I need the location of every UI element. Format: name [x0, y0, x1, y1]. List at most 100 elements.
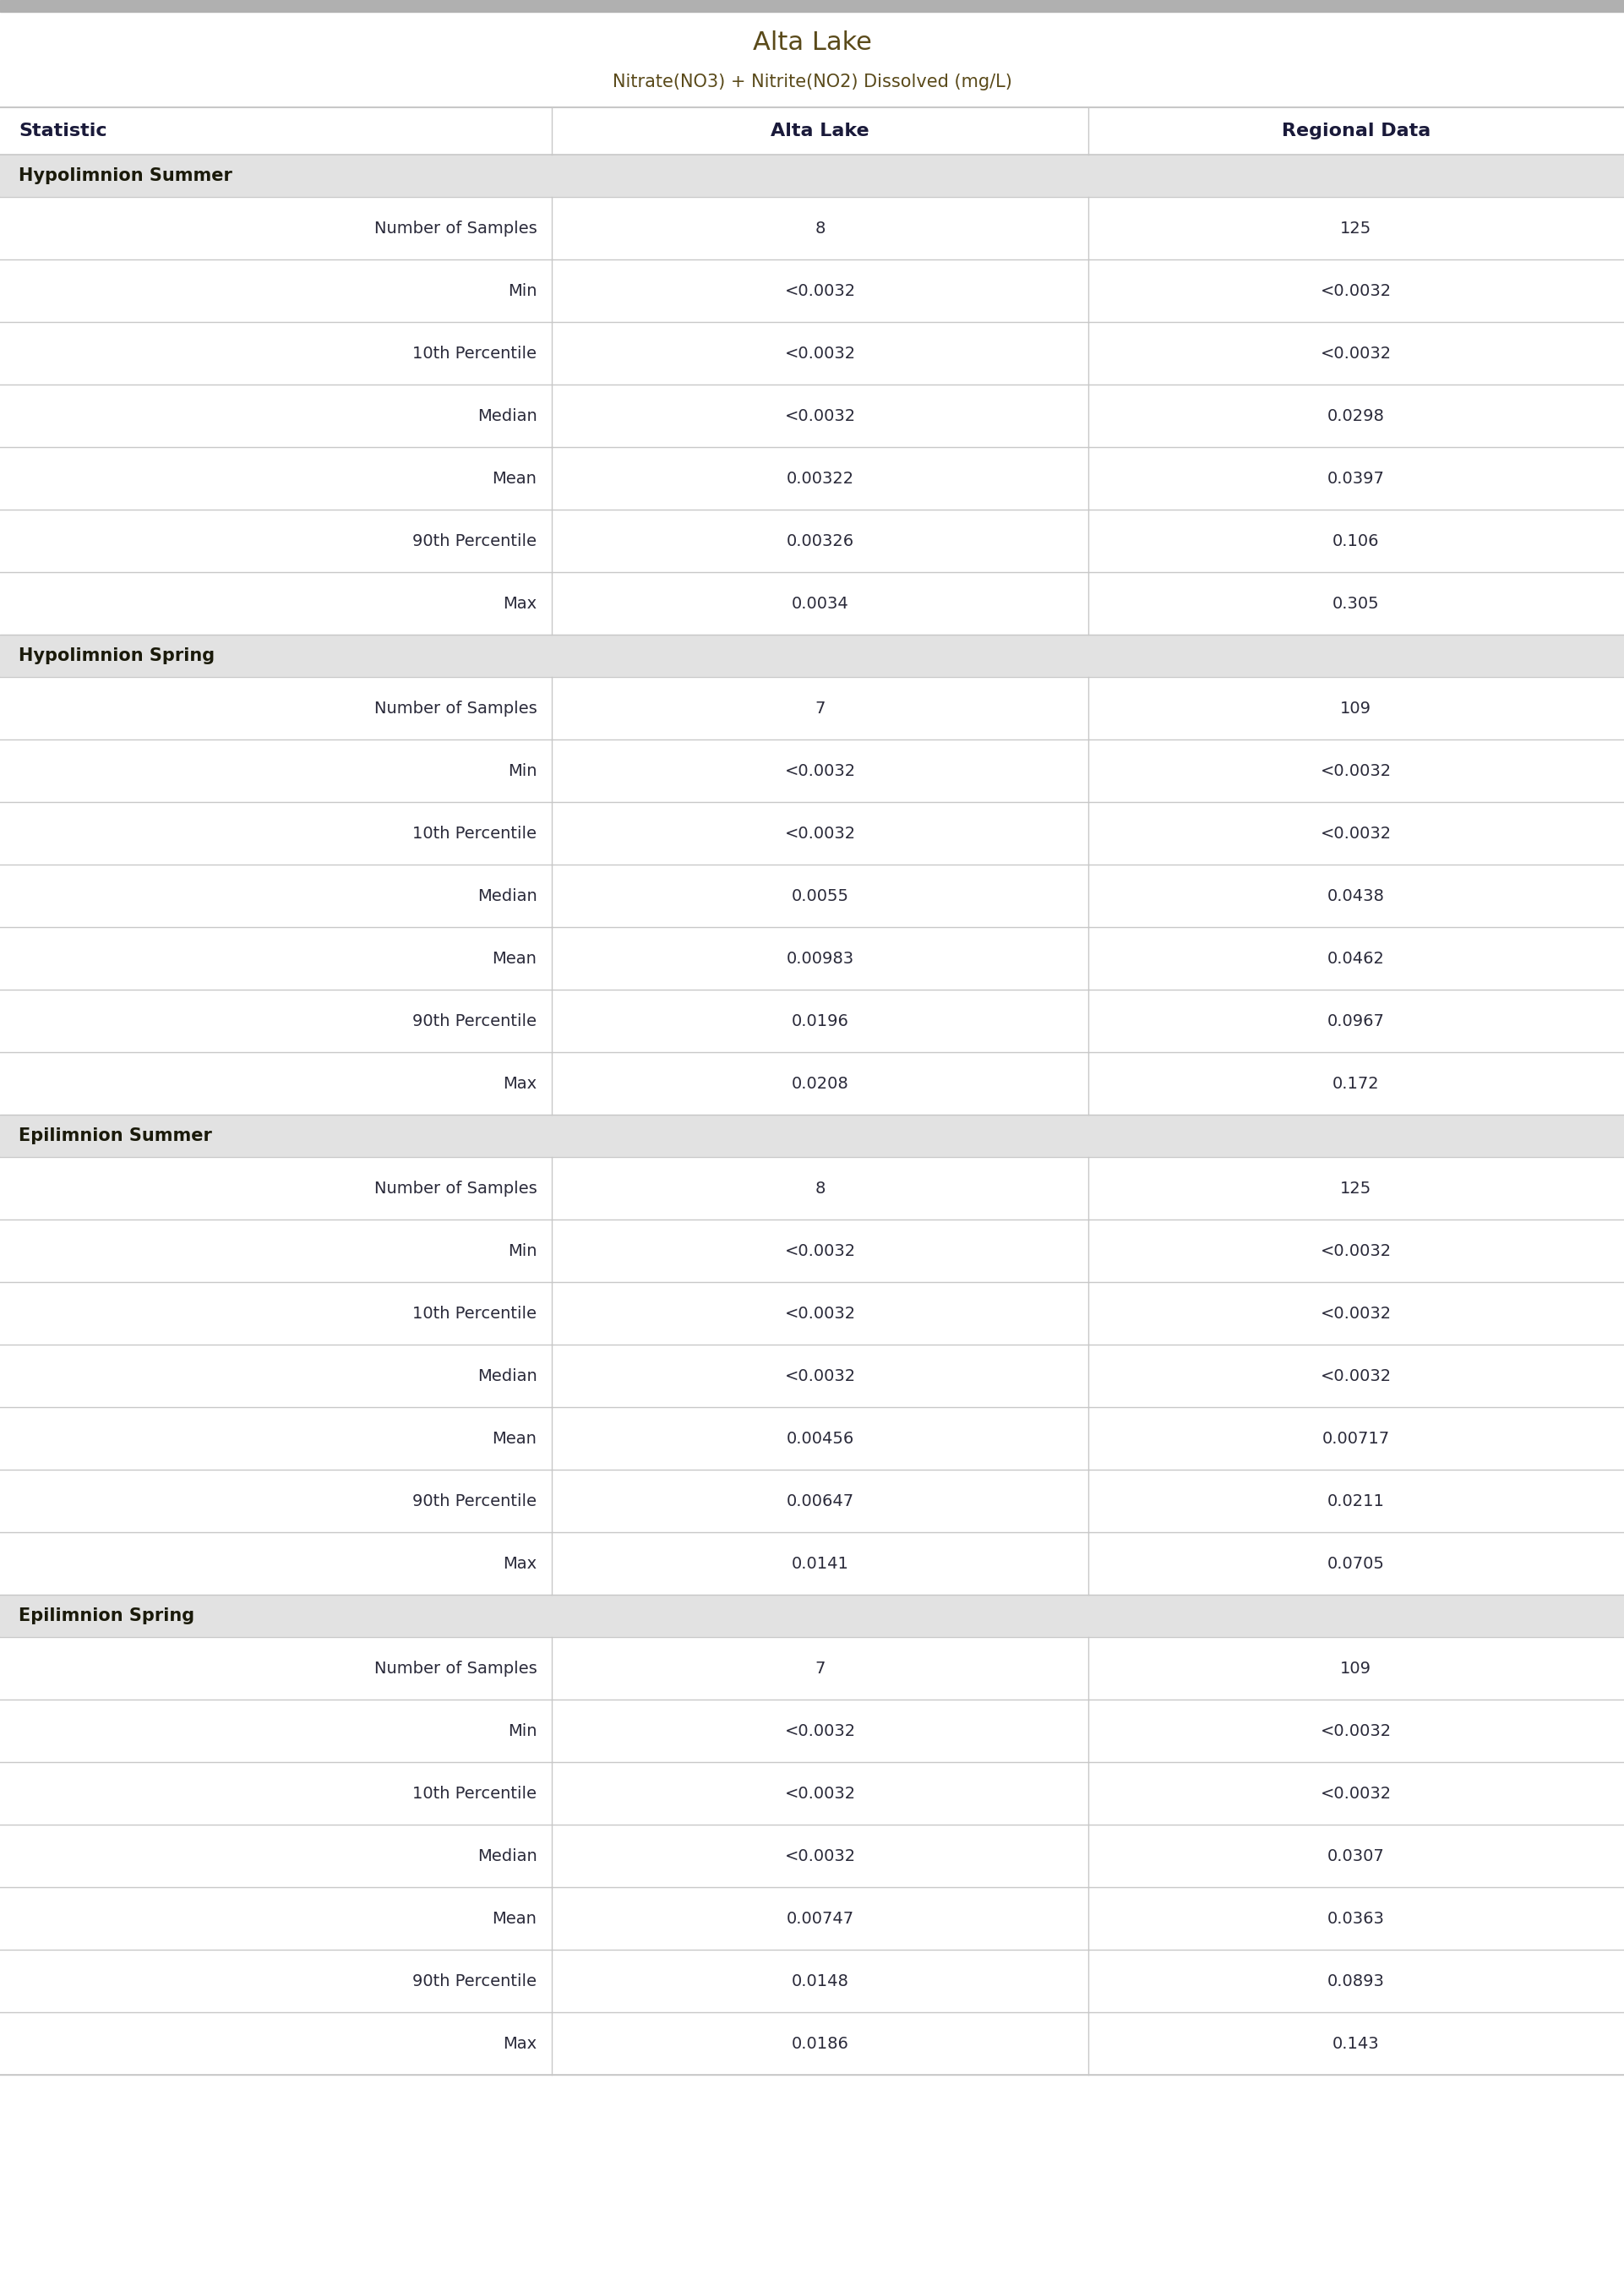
Text: 0.0397: 0.0397 [1327, 470, 1385, 486]
Bar [0, 107, 1624, 154]
Text: Nitrate(NO3) + Nitrite(NO2) Dissolved (mg/L): Nitrate(NO3) + Nitrite(NO2) Dissolved (m… [612, 73, 1012, 91]
Text: 0.305: 0.305 [1333, 595, 1379, 611]
Text: Number of Samples: Number of Samples [374, 220, 538, 236]
Text: 0.0196: 0.0196 [791, 1012, 849, 1028]
Bar [0, 11, 1624, 109]
Bar [0, 447, 1624, 508]
Bar [0, 384, 1624, 447]
Text: 7: 7 [815, 1659, 825, 1675]
Text: <0.0032: <0.0032 [784, 1242, 856, 1260]
Bar [0, 1762, 1624, 1825]
Text: 0.00647: 0.00647 [786, 1494, 854, 1510]
Text: Number of Samples: Number of Samples [374, 699, 538, 717]
Text: Min: Min [508, 284, 538, 300]
Text: 0.0141: 0.0141 [791, 1555, 849, 1571]
Text: 8: 8 [815, 1180, 825, 1196]
Text: 0.0307: 0.0307 [1327, 1848, 1385, 1864]
Text: 0.00322: 0.00322 [786, 470, 854, 486]
Text: <0.0032: <0.0032 [784, 763, 856, 779]
Text: 0.00983: 0.00983 [786, 951, 854, 967]
Text: <0.0032: <0.0032 [784, 284, 856, 300]
Bar [0, 636, 1624, 676]
Text: Number of Samples: Number of Samples [374, 1659, 538, 1675]
Text: <0.0032: <0.0032 [784, 409, 856, 424]
Text: 0.0298: 0.0298 [1327, 409, 1385, 424]
Text: 0.172: 0.172 [1333, 1076, 1379, 1092]
Text: 0.0186: 0.0186 [791, 2036, 849, 2052]
Text: 8: 8 [815, 220, 825, 236]
Bar [0, 2011, 1624, 2075]
Bar [0, 1219, 1624, 1283]
Text: 0.00456: 0.00456 [786, 1430, 854, 1446]
Text: <0.0032: <0.0032 [1320, 1369, 1392, 1385]
Text: Regional Data: Regional Data [1281, 123, 1431, 138]
Bar [0, 926, 1624, 990]
Text: Hypolimnion Spring: Hypolimnion Spring [18, 647, 214, 665]
Text: Number of Samples: Number of Samples [374, 1180, 538, 1196]
Text: Median: Median [477, 1848, 538, 1864]
Text: 109: 109 [1340, 699, 1372, 717]
Bar [0, 1700, 1624, 1762]
Text: <0.0032: <0.0032 [1320, 763, 1392, 779]
Bar [0, 322, 1624, 384]
Text: 0.0211: 0.0211 [1327, 1494, 1385, 1510]
Text: Epilimnion Summer: Epilimnion Summer [18, 1128, 213, 1144]
Text: 0.143: 0.143 [1333, 2036, 1379, 2052]
Text: Epilimnion Spring: Epilimnion Spring [18, 1607, 195, 1625]
Bar [0, 1532, 1624, 1596]
Bar [0, 1158, 1624, 1219]
Text: Min: Min [508, 1723, 538, 1739]
Text: 0.0462: 0.0462 [1327, 951, 1385, 967]
Text: 0.0055: 0.0055 [791, 888, 849, 903]
Text: <0.0032: <0.0032 [1320, 826, 1392, 842]
Text: Statistic: Statistic [18, 123, 107, 138]
Text: Median: Median [477, 1369, 538, 1385]
Text: 0.0438: 0.0438 [1327, 888, 1385, 903]
Bar [0, 1469, 1624, 1532]
Bar [0, 1283, 1624, 1344]
Text: <0.0032: <0.0032 [784, 826, 856, 842]
Text: Median: Median [477, 888, 538, 903]
Text: Mean: Mean [492, 470, 538, 486]
Text: 90th Percentile: 90th Percentile [412, 1973, 538, 1989]
Bar [0, 1596, 1624, 1637]
Bar [0, 572, 1624, 636]
Bar [0, 0, 1624, 11]
Text: 0.0034: 0.0034 [791, 595, 849, 611]
Bar [0, 801, 1624, 865]
Text: Alta Lake: Alta Lake [771, 123, 869, 138]
Text: 0.106: 0.106 [1333, 533, 1379, 549]
Text: Mean: Mean [492, 1911, 538, 1927]
Text: <0.0032: <0.0032 [1320, 1784, 1392, 1802]
Bar [0, 508, 1624, 572]
Text: <0.0032: <0.0032 [1320, 1305, 1392, 1321]
Bar [0, 1825, 1624, 1886]
Bar [0, 1637, 1624, 1700]
Text: Max: Max [503, 1076, 538, 1092]
Text: 0.0893: 0.0893 [1327, 1973, 1385, 1989]
Text: <0.0032: <0.0032 [784, 1784, 856, 1802]
Text: 125: 125 [1340, 1180, 1372, 1196]
Bar [0, 865, 1624, 926]
Text: Min: Min [508, 1242, 538, 1260]
Text: 0.0705: 0.0705 [1327, 1555, 1385, 1571]
Text: <0.0032: <0.0032 [784, 1369, 856, 1385]
Text: 0.00717: 0.00717 [1322, 1430, 1390, 1446]
Bar [0, 676, 1624, 740]
Text: <0.0032: <0.0032 [784, 1723, 856, 1739]
Text: <0.0032: <0.0032 [784, 1848, 856, 1864]
Text: <0.0032: <0.0032 [1320, 345, 1392, 361]
Text: Min: Min [508, 763, 538, 779]
Bar [0, 1115, 1624, 1158]
Text: 0.00747: 0.00747 [786, 1911, 854, 1927]
Bar [0, 197, 1624, 259]
Bar [0, 1344, 1624, 1407]
Text: 0.0208: 0.0208 [791, 1076, 849, 1092]
Text: <0.0032: <0.0032 [784, 1305, 856, 1321]
Text: Median: Median [477, 409, 538, 424]
Text: 0.0148: 0.0148 [791, 1973, 849, 1989]
Text: 109: 109 [1340, 1659, 1372, 1675]
Text: Hypolimnion Summer: Hypolimnion Summer [18, 168, 232, 184]
Bar [0, 259, 1624, 322]
Bar [0, 1950, 1624, 2011]
